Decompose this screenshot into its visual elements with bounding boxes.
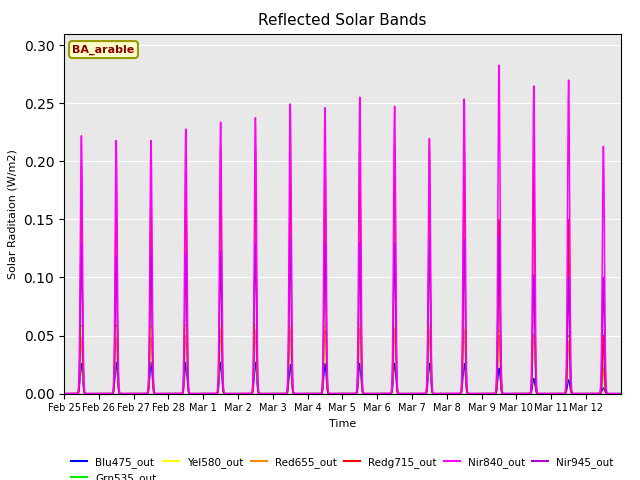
Redg715_out [532, 383, 540, 388]
Redg715_out [414, 391, 422, 396]
Yel580_out [499, 390, 506, 396]
Grn535_out [174, 391, 182, 396]
Nir840_out [617, 391, 625, 396]
Grn535_out [414, 391, 422, 396]
Red655_out [60, 391, 68, 396]
Nir945_out [532, 374, 540, 380]
Redg715_out [463, 390, 470, 396]
Blu475_out [611, 391, 618, 396]
Grn535_out [499, 390, 506, 396]
Grn535_out [77, 322, 85, 328]
Grn535_out [611, 391, 618, 396]
Yel580_out [463, 387, 471, 393]
Red655_out [499, 390, 506, 396]
Yel580_out [174, 391, 182, 396]
Blu475_out [463, 389, 471, 395]
Red655_out [532, 380, 540, 385]
Blu475_out [532, 388, 540, 394]
Yel580_out [217, 322, 225, 328]
Nir840_out [532, 347, 540, 353]
Redg715_out [611, 391, 618, 396]
Nir945_out [60, 391, 68, 396]
Nir840_out [463, 376, 470, 382]
Line: Nir840_out: Nir840_out [64, 65, 621, 394]
Nir945_out [617, 391, 625, 396]
Grn535_out [60, 391, 68, 396]
Blu475_out [414, 391, 422, 396]
Yel580_out [532, 380, 540, 385]
Redg715_out [530, 135, 538, 141]
Blu475_out [113, 360, 120, 365]
Redg715_out [499, 391, 506, 396]
Grn535_out [532, 380, 540, 385]
Title: Reflected Solar Bands: Reflected Solar Bands [258, 13, 427, 28]
Legend: Blu475_out, Grn535_out, Yel580_out, Red655_out, Redg715_out, Nir840_out, Nir945_: Blu475_out, Grn535_out, Yel580_out, Red6… [67, 453, 618, 480]
Nir945_out [414, 391, 422, 396]
Yel580_out [60, 391, 68, 396]
Nir945_out [463, 383, 470, 389]
Red655_out [611, 391, 618, 396]
Line: Blu475_out: Blu475_out [64, 362, 621, 394]
Yel580_out [617, 391, 625, 396]
Text: BA_arable: BA_arable [72, 44, 134, 55]
Redg715_out [174, 391, 182, 396]
X-axis label: Time: Time [329, 419, 356, 429]
Nir840_out [174, 391, 182, 396]
Grn535_out [617, 391, 625, 396]
Blu475_out [174, 391, 182, 396]
Redg715_out [60, 391, 68, 396]
Nir840_out [499, 389, 506, 395]
Redg715_out [617, 391, 625, 396]
Nir945_out [611, 391, 618, 396]
Yel580_out [414, 391, 422, 396]
Red655_out [463, 387, 471, 393]
Red655_out [390, 326, 398, 332]
Line: Yel580_out: Yel580_out [64, 325, 621, 394]
Red655_out [617, 391, 625, 396]
Yel580_out [611, 391, 618, 396]
Nir840_out [611, 391, 618, 396]
Blu475_out [617, 391, 625, 396]
Blu475_out [60, 391, 68, 396]
Nir945_out [495, 233, 503, 239]
Line: Red655_out: Red655_out [64, 329, 621, 394]
Line: Nir945_out: Nir945_out [64, 236, 621, 394]
Red655_out [414, 391, 422, 396]
Y-axis label: Solar Raditaion (W/m2): Solar Raditaion (W/m2) [8, 149, 18, 278]
Nir840_out [60, 391, 68, 396]
Line: Grn535_out: Grn535_out [64, 325, 621, 394]
Line: Redg715_out: Redg715_out [64, 138, 621, 394]
Blu475_out [499, 390, 506, 396]
Red655_out [174, 391, 182, 396]
Nir945_out [499, 390, 506, 396]
Grn535_out [463, 387, 471, 393]
Nir840_out [495, 62, 503, 68]
Nir945_out [174, 391, 182, 396]
Nir840_out [414, 391, 422, 396]
